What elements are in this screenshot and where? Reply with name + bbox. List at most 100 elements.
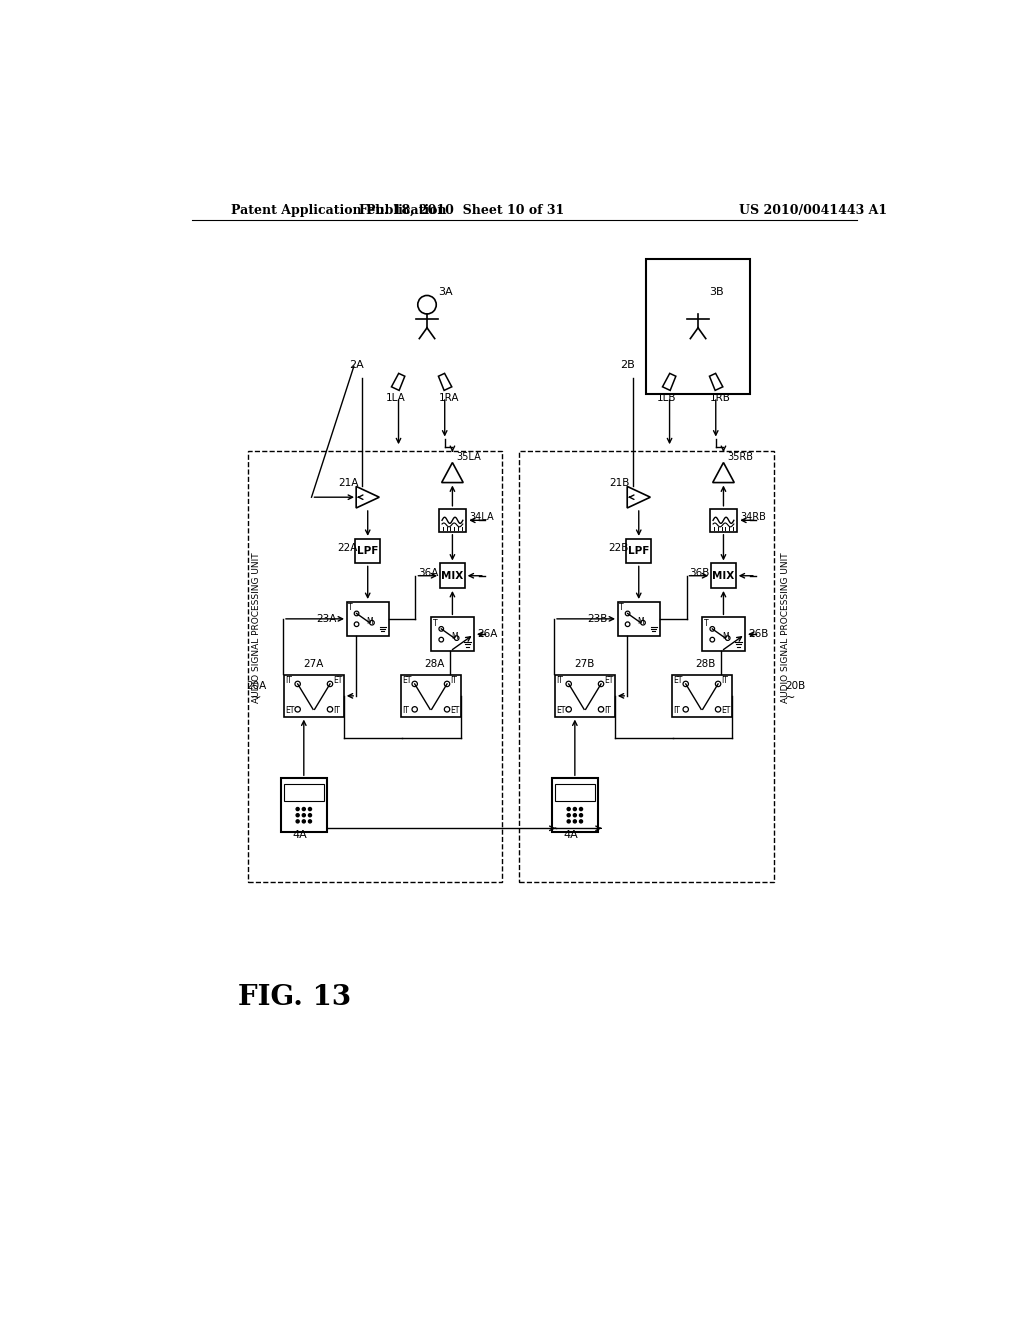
Text: ET: ET bbox=[451, 706, 460, 715]
Circle shape bbox=[567, 820, 570, 822]
Bar bbox=[519, 451, 773, 882]
Text: AUDIO SIGNAL PROCESSING UNIT: AUDIO SIGNAL PROCESSING UNIT bbox=[780, 553, 790, 704]
Text: FIG. 13: FIG. 13 bbox=[239, 985, 351, 1011]
Text: MIX: MIX bbox=[441, 570, 464, 581]
Text: 21A: 21A bbox=[339, 478, 358, 487]
Bar bbox=[281, 779, 327, 832]
Text: IT: IT bbox=[721, 676, 728, 685]
Bar bbox=[555, 675, 614, 717]
Bar bbox=[284, 784, 324, 800]
Bar bbox=[439, 508, 466, 532]
Circle shape bbox=[573, 813, 577, 817]
Bar bbox=[617, 602, 659, 636]
Text: 20A: 20A bbox=[246, 681, 266, 690]
Polygon shape bbox=[628, 487, 650, 508]
Circle shape bbox=[573, 808, 577, 810]
Text: LPF: LPF bbox=[628, 546, 649, 556]
Text: 34RB: 34RB bbox=[740, 512, 766, 523]
Bar bbox=[552, 779, 598, 832]
Circle shape bbox=[302, 813, 305, 817]
Circle shape bbox=[580, 808, 583, 810]
Bar bbox=[355, 539, 380, 564]
Text: 27A: 27A bbox=[304, 659, 324, 669]
Text: 36B: 36B bbox=[689, 568, 710, 578]
Text: T: T bbox=[703, 619, 709, 628]
Text: M: M bbox=[451, 632, 458, 642]
Text: ET: ET bbox=[674, 676, 683, 685]
Text: 21B: 21B bbox=[609, 478, 630, 487]
Bar bbox=[400, 675, 461, 717]
Text: 1LA: 1LA bbox=[386, 393, 406, 403]
Polygon shape bbox=[356, 487, 379, 508]
Text: IT: IT bbox=[451, 676, 457, 685]
Circle shape bbox=[302, 820, 305, 822]
Text: IT: IT bbox=[286, 676, 292, 685]
Text: 35LA: 35LA bbox=[457, 453, 481, 462]
Text: 3A: 3A bbox=[438, 288, 454, 297]
Bar bbox=[346, 602, 389, 636]
Polygon shape bbox=[391, 374, 404, 391]
Polygon shape bbox=[441, 462, 463, 483]
Text: IT: IT bbox=[333, 706, 340, 715]
Circle shape bbox=[296, 820, 299, 822]
Text: 27B: 27B bbox=[574, 659, 595, 669]
Text: 28B: 28B bbox=[695, 659, 716, 669]
Text: T: T bbox=[620, 603, 624, 612]
Text: US 2010/0041443 A1: US 2010/0041443 A1 bbox=[739, 205, 887, 218]
Text: 28A: 28A bbox=[425, 659, 444, 669]
Circle shape bbox=[302, 808, 305, 810]
Text: 35RB: 35RB bbox=[727, 453, 754, 462]
Text: M: M bbox=[637, 616, 644, 626]
Text: T: T bbox=[348, 603, 352, 612]
Text: 23B: 23B bbox=[588, 614, 608, 624]
Text: ET: ET bbox=[333, 676, 342, 685]
Circle shape bbox=[580, 813, 583, 817]
Text: 3B: 3B bbox=[710, 288, 724, 297]
Text: 1LB: 1LB bbox=[656, 393, 676, 403]
Text: ~: ~ bbox=[785, 690, 796, 704]
Text: 34LA: 34LA bbox=[469, 512, 494, 523]
Circle shape bbox=[567, 813, 570, 817]
Circle shape bbox=[296, 808, 299, 810]
Bar bbox=[672, 675, 732, 717]
Text: ET: ET bbox=[604, 676, 613, 685]
Text: IT: IT bbox=[402, 706, 410, 715]
Text: ET: ET bbox=[402, 676, 412, 685]
Polygon shape bbox=[663, 374, 676, 391]
Text: IT: IT bbox=[674, 706, 680, 715]
Text: 22A: 22A bbox=[337, 543, 357, 553]
Text: 4A: 4A bbox=[293, 829, 307, 840]
Text: Patent Application Publication: Patent Application Publication bbox=[230, 205, 446, 218]
Circle shape bbox=[580, 820, 583, 822]
Polygon shape bbox=[710, 374, 723, 391]
Text: 1RB: 1RB bbox=[710, 393, 731, 403]
Text: LPF: LPF bbox=[357, 546, 379, 556]
Text: 4A: 4A bbox=[563, 829, 579, 840]
Text: MIX: MIX bbox=[713, 570, 734, 581]
Text: 26B: 26B bbox=[749, 630, 768, 639]
Text: M: M bbox=[367, 616, 373, 626]
Polygon shape bbox=[438, 374, 452, 391]
Bar bbox=[711, 564, 736, 589]
Bar bbox=[710, 508, 737, 532]
Circle shape bbox=[308, 808, 311, 810]
Text: 1RA: 1RA bbox=[439, 393, 460, 403]
Bar bbox=[702, 618, 744, 651]
Text: 36A: 36A bbox=[418, 568, 438, 578]
Text: M: M bbox=[722, 632, 728, 642]
Bar bbox=[440, 564, 465, 589]
Bar bbox=[431, 618, 473, 651]
Text: Feb. 18, 2010  Sheet 10 of 31: Feb. 18, 2010 Sheet 10 of 31 bbox=[359, 205, 564, 218]
Circle shape bbox=[296, 813, 299, 817]
Text: ET: ET bbox=[286, 706, 295, 715]
Text: 2B: 2B bbox=[621, 360, 635, 370]
Circle shape bbox=[567, 808, 570, 810]
Bar bbox=[646, 259, 750, 393]
Text: 23A: 23A bbox=[316, 614, 337, 624]
Bar bbox=[555, 784, 595, 800]
Bar bbox=[627, 539, 651, 564]
Text: 22B: 22B bbox=[608, 543, 629, 553]
Circle shape bbox=[308, 820, 311, 822]
Text: IT: IT bbox=[604, 706, 611, 715]
Text: ~: ~ bbox=[251, 690, 261, 704]
